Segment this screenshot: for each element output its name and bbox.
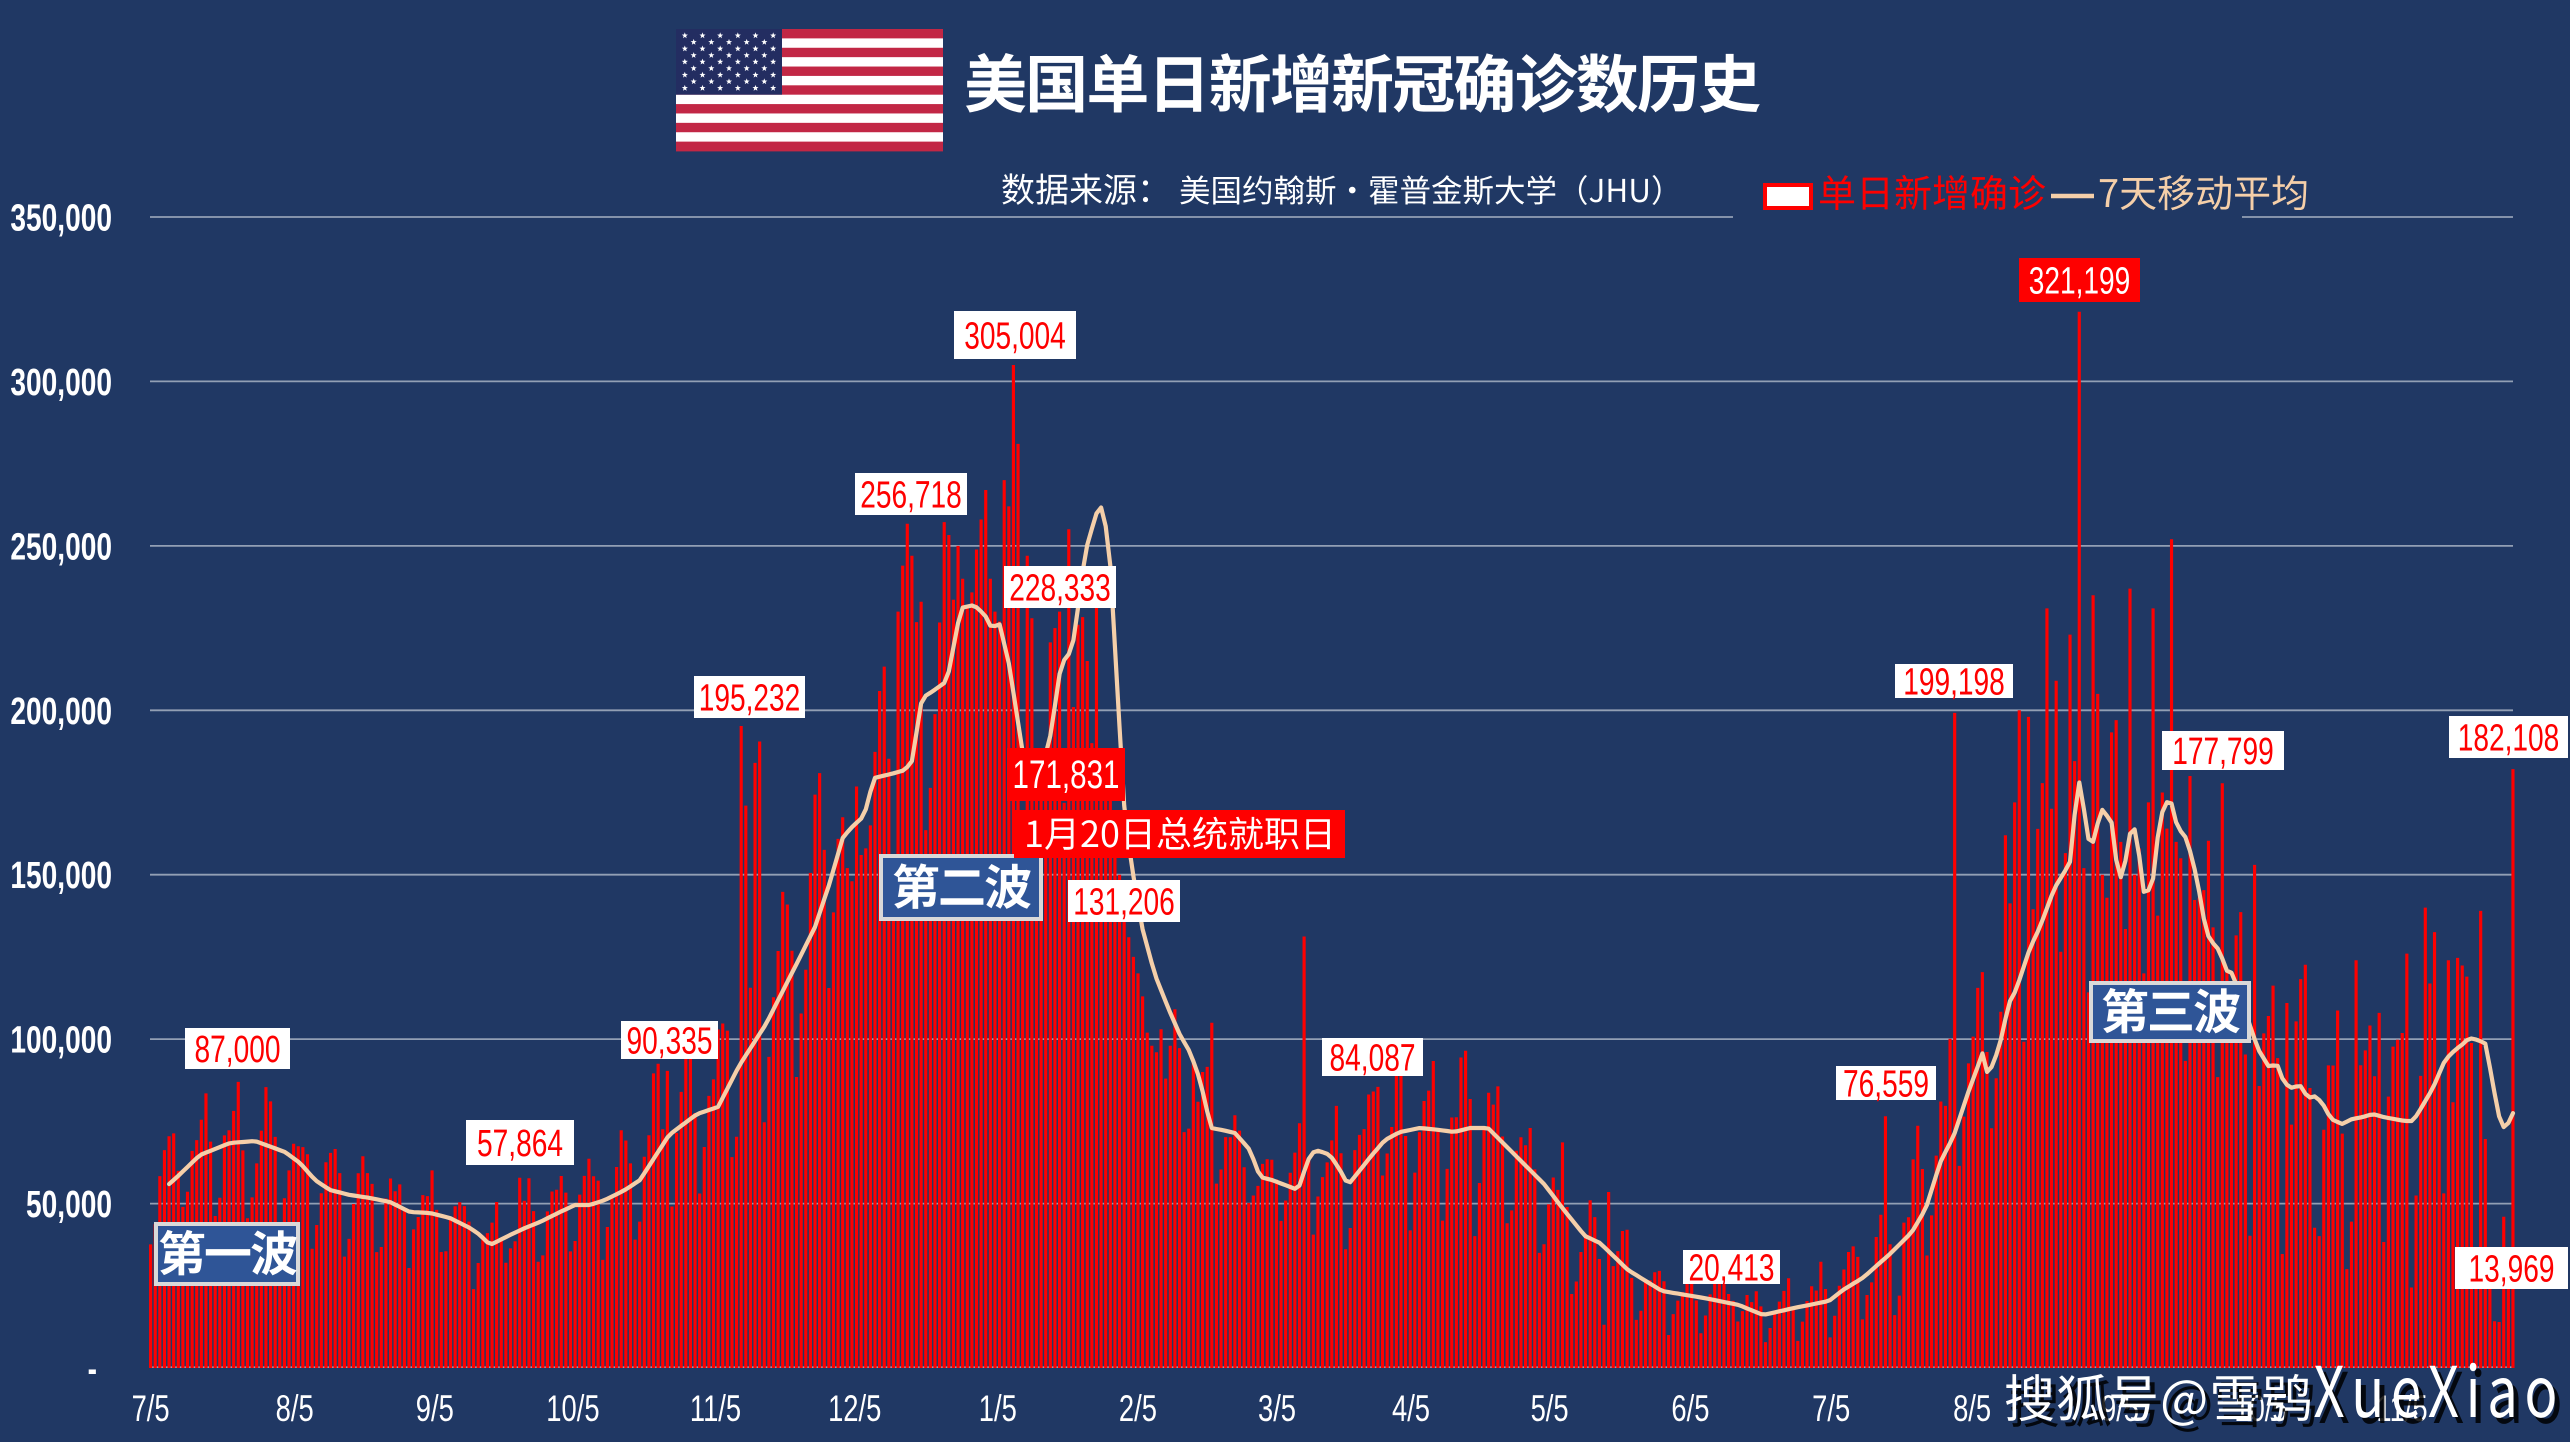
svg-text:8/5: 8/5 xyxy=(276,1388,314,1429)
svg-text:228,333: 228,333 xyxy=(1009,568,1111,610)
svg-text:7/5: 7/5 xyxy=(1812,1388,1850,1429)
svg-text:9/5: 9/5 xyxy=(416,1388,454,1429)
svg-text:20,413: 20,413 xyxy=(1689,1248,1775,1290)
svg-text:250,000: 250,000 xyxy=(10,526,112,568)
svg-text:8/5: 8/5 xyxy=(1953,1388,1991,1429)
svg-text:200,000: 200,000 xyxy=(10,691,112,733)
svg-text:4/5: 4/5 xyxy=(1392,1388,1430,1429)
svg-text:171,831: 171,831 xyxy=(1013,753,1120,797)
svg-text:321,199: 321,199 xyxy=(2029,261,2131,303)
svg-text:256,718: 256,718 xyxy=(860,475,962,517)
svg-text:10/5: 10/5 xyxy=(546,1388,599,1429)
svg-text:5/5: 5/5 xyxy=(1531,1388,1569,1429)
svg-text:7/5: 7/5 xyxy=(132,1388,170,1429)
svg-text:-: - xyxy=(88,1349,97,1391)
svg-text:177,799: 177,799 xyxy=(2172,731,2274,773)
svg-text:13,969: 13,969 xyxy=(2469,1249,2555,1291)
svg-text:1/5: 1/5 xyxy=(979,1388,1017,1429)
svg-text:87,000: 87,000 xyxy=(195,1029,281,1071)
svg-text:150,000: 150,000 xyxy=(10,855,112,897)
svg-text:100,000: 100,000 xyxy=(10,1020,112,1062)
svg-text:182,108: 182,108 xyxy=(2458,718,2560,760)
svg-text:90,335: 90,335 xyxy=(627,1021,713,1063)
svg-text:12/5: 12/5 xyxy=(828,1388,881,1429)
svg-text:11/5: 11/5 xyxy=(690,1388,741,1429)
svg-text:350,000: 350,000 xyxy=(10,198,112,240)
svg-text:300,000: 300,000 xyxy=(10,362,112,404)
svg-text:199,198: 199,198 xyxy=(1903,662,2005,704)
svg-text:84,087: 84,087 xyxy=(1330,1038,1416,1080)
svg-text:50,000: 50,000 xyxy=(26,1184,112,1226)
svg-text:305,004: 305,004 xyxy=(964,316,1066,358)
svg-text:195,232: 195,232 xyxy=(699,678,801,720)
svg-text:2/5: 2/5 xyxy=(1119,1388,1157,1429)
svg-text:3/5: 3/5 xyxy=(1258,1388,1296,1429)
svg-text:131,206: 131,206 xyxy=(1073,882,1175,924)
svg-text:57,864: 57,864 xyxy=(477,1123,563,1165)
svg-text:6/5: 6/5 xyxy=(1671,1388,1709,1429)
svg-text:76,559: 76,559 xyxy=(1843,1064,1929,1106)
